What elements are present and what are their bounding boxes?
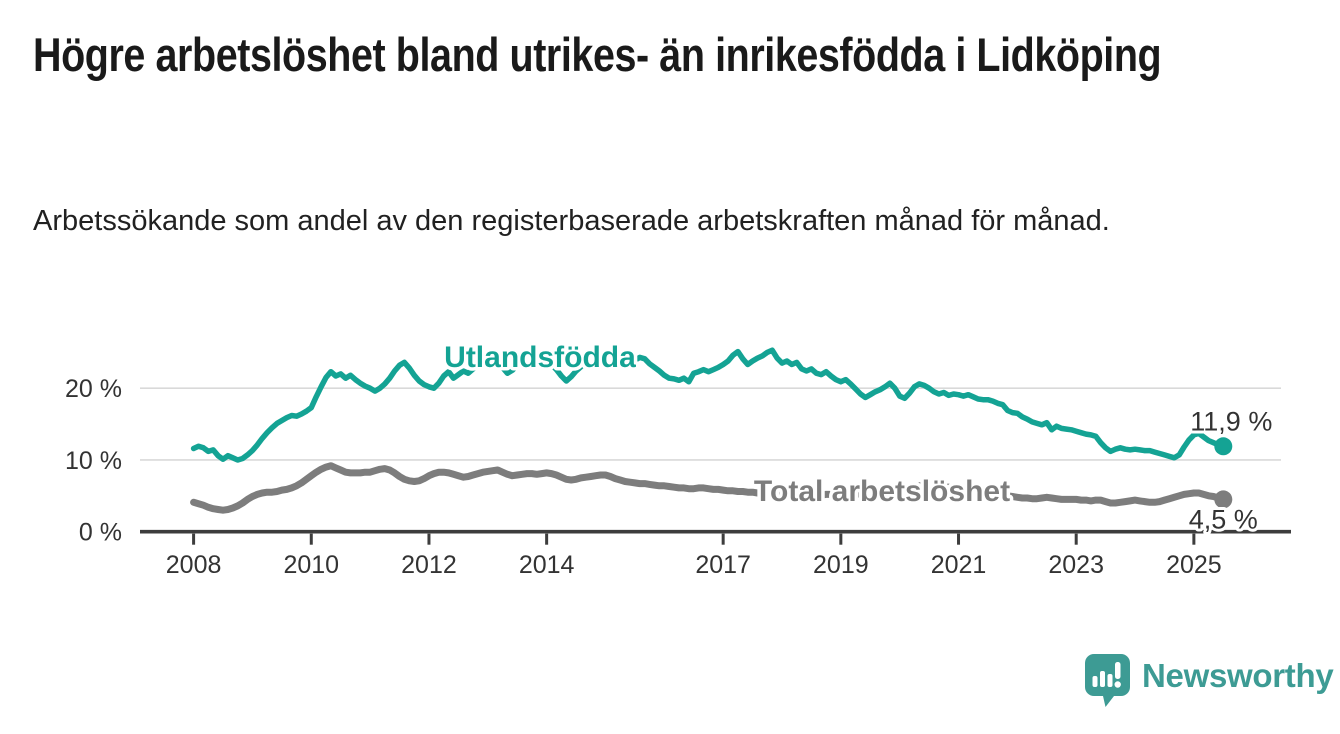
chart-subtitle: Arbetssökande som andel av den registerb…: [33, 205, 1110, 237]
newsworthy-wordmark: Newsworthy: [1142, 657, 1334, 694]
newsworthy-logo-icon: [1085, 654, 1130, 707]
total-end-value: 4,5 %: [1189, 504, 1258, 534]
x-axis-label: 2008: [166, 551, 222, 579]
total-line: [190, 462, 1227, 514]
total-end-dot: [1214, 490, 1233, 509]
newsworthy-brand: Newsworthy: [1084, 653, 1334, 709]
utlandsfodda-end-dot: [1214, 437, 1233, 456]
utlandsfodda-line: [190, 347, 1227, 463]
page-title: Högre arbetslöshet bland utrikes- än inr…: [33, 28, 1162, 81]
x-axis-label: 2012: [401, 551, 457, 579]
x-axis-label: 2021: [931, 551, 987, 579]
x-axis-label: 2017: [695, 551, 751, 579]
y-axis-label: 20 %: [65, 375, 122, 403]
x-axis-label: 2019: [813, 551, 869, 579]
y-axis-label: 10 %: [65, 447, 122, 475]
utlandsfodda-end-value: 11,9 %: [1190, 406, 1272, 436]
x-axis-label: 2010: [283, 551, 339, 579]
utlandsfodda-label: Utlandsfödda: [444, 341, 636, 374]
x-axis-label: 2023: [1048, 551, 1104, 579]
mini-barchart-glyph: [1092, 662, 1121, 688]
total-label: Total arbetslöshet: [754, 475, 1010, 508]
x-axis-label: 2014: [519, 551, 575, 579]
y-axis-label: 0 %: [79, 519, 122, 547]
x-axis-label: 2025: [1166, 551, 1222, 579]
